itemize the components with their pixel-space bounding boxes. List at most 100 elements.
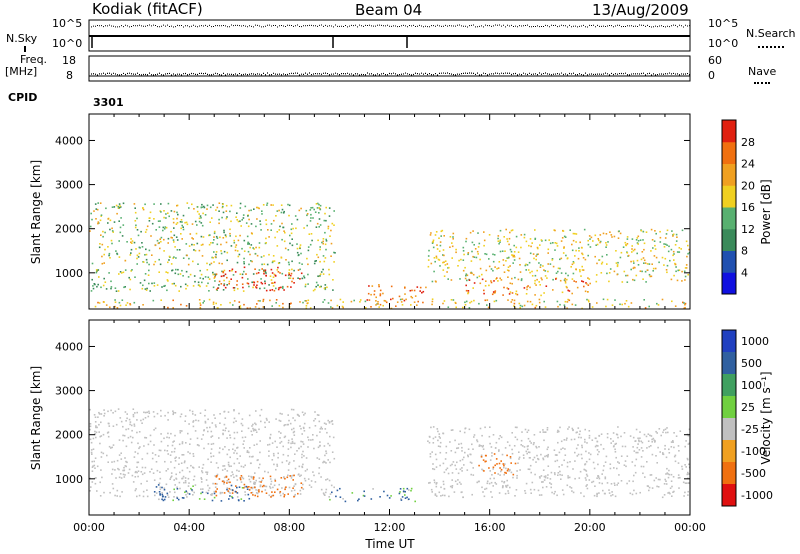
echo-point	[181, 441, 184, 443]
echo-point	[611, 236, 613, 238]
echo-point	[513, 251, 516, 253]
echo-point	[135, 224, 137, 227]
echo-point	[136, 257, 138, 260]
echo-point	[439, 464, 441, 467]
echo-point	[170, 230, 172, 233]
echo-point	[329, 461, 331, 464]
echo-point	[125, 420, 127, 422]
echo-point	[212, 273, 215, 276]
echo-point	[257, 206, 259, 209]
echo-point	[649, 275, 652, 278]
echo-point	[157, 242, 160, 245]
echo-point	[491, 293, 494, 296]
echo-point	[141, 422, 143, 424]
echo-point	[575, 447, 578, 450]
echo-point	[568, 426, 570, 428]
echo-point	[273, 219, 275, 222]
echo-point	[615, 250, 617, 252]
echo-point	[279, 412, 281, 415]
echo-point	[290, 228, 293, 231]
echo-point	[247, 250, 250, 253]
echo-point	[169, 478, 171, 480]
echo-point	[150, 235, 152, 237]
echo-point	[662, 453, 664, 455]
echo-point	[163, 498, 166, 501]
echo-point	[228, 487, 231, 490]
echo-point	[236, 469, 238, 472]
echo-point	[432, 426, 435, 428]
echo-point	[665, 269, 668, 271]
echo-point	[211, 256, 213, 259]
echo-point	[469, 301, 471, 304]
echo-point	[309, 220, 312, 222]
echo-point	[665, 431, 667, 434]
echo-point	[440, 230, 443, 233]
echo-point	[427, 255, 430, 257]
echo-point	[684, 306, 686, 309]
echo-point	[136, 263, 138, 265]
echo-point	[614, 448, 616, 451]
echo-point	[132, 413, 135, 416]
echo-point	[232, 473, 234, 476]
echo-point	[450, 429, 453, 431]
echo-point	[253, 482, 255, 485]
echo-point	[264, 282, 266, 285]
echo-point	[184, 460, 186, 462]
echo-point	[288, 273, 290, 276]
echo-point	[159, 488, 162, 491]
echo-point	[101, 243, 104, 246]
echo-point	[168, 255, 171, 258]
echo-point	[155, 486, 158, 488]
echo-point	[678, 487, 680, 489]
echo-point	[589, 453, 592, 456]
echo-point	[304, 285, 307, 288]
echo-point	[121, 299, 124, 301]
echo-point	[485, 280, 487, 282]
echo-point	[123, 469, 125, 472]
echo-point	[275, 302, 277, 304]
echo-point	[140, 419, 142, 422]
echo-point	[300, 272, 303, 275]
echo-point	[134, 226, 137, 229]
echo-point	[147, 274, 150, 276]
echo-point	[258, 489, 260, 491]
echo-point	[313, 208, 315, 211]
echo-point	[626, 252, 629, 254]
echo-point	[534, 238, 536, 240]
echo-point	[172, 221, 175, 224]
echo-point	[192, 285, 195, 287]
echo-point	[538, 262, 540, 264]
echo-point	[427, 265, 430, 268]
echo-point	[95, 269, 98, 271]
echo-point	[314, 411, 316, 413]
echo-point	[171, 283, 174, 285]
echo-point	[557, 270, 559, 273]
echo-point	[539, 244, 541, 246]
echo-point	[306, 213, 309, 215]
echo-point	[433, 270, 435, 273]
echo-point	[129, 421, 132, 423]
echo-point	[515, 290, 518, 293]
echo-point	[597, 238, 599, 240]
echo-point	[478, 242, 481, 245]
echo-point	[218, 284, 220, 286]
echo-point	[284, 477, 286, 480]
echo-point	[631, 238, 634, 240]
echo-point	[133, 425, 136, 427]
echo-point	[308, 233, 311, 235]
echo-point	[300, 440, 302, 443]
echo-point	[165, 217, 167, 219]
echo-point	[571, 490, 573, 492]
echo-point	[192, 494, 194, 496]
echo-point	[648, 489, 650, 492]
echo-point	[495, 458, 498, 460]
echo-point	[434, 260, 436, 263]
echo-point	[388, 497, 391, 499]
echo-point	[443, 487, 446, 490]
echo-point	[283, 494, 286, 496]
echo-point	[402, 487, 405, 490]
echo-point	[298, 254, 300, 256]
echo-point	[118, 301, 121, 304]
echo-point	[404, 293, 406, 295]
echo-point	[573, 280, 575, 282]
